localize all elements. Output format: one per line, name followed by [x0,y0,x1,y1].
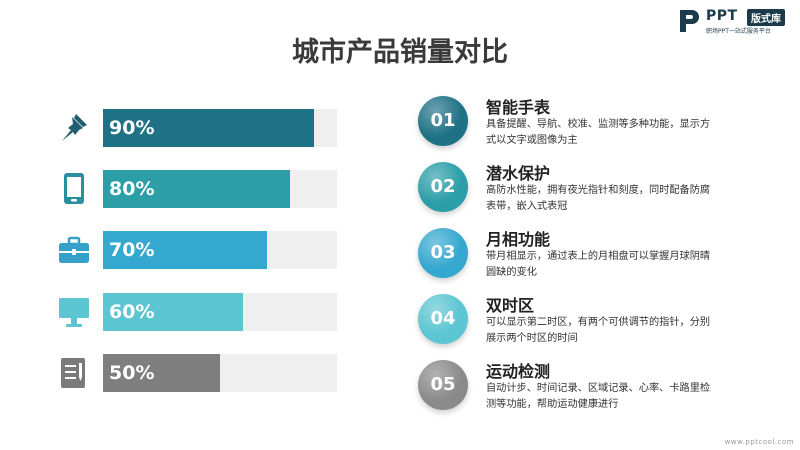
bar-row: 50% [56,354,338,392]
bar-row: 80% [56,170,338,208]
feature-title: 智能手表 [486,98,551,117]
feature-title: 月相功能 [486,230,551,249]
feature-title: 潜水保护 [486,164,551,183]
bar-track: 70% [103,231,337,269]
bar-fill [103,109,314,147]
bar-fill [103,354,220,392]
feature-number-badge: 01 [418,96,468,146]
bar-fill [103,231,267,269]
feature-number-badge: 05 [418,360,468,410]
logo-badge: 版式库 [747,9,785,26]
feature-item: 03 月相功能 带月相显示，通过表上的月相盘可以掌握月球阴晴圆缺的变化 [418,228,788,290]
feature-item: 02 潜水保护 高防水性能，拥有夜光指针和刻度，同时配备防腐表带，嵌入式表冠 [418,162,788,224]
feature-description: 自动计步、时间记录、区域记录、心率、卡路里检测等功能，帮助运动健康进行 [486,383,711,410]
feature-description: 高防水性能，拥有夜光指针和刻度，同时配备防腐表带，嵌入式表冠 [486,185,711,212]
bar-label: 50% [109,362,155,384]
briefcase-icon [59,236,89,263]
brand-logo: PPT 版式库 职场PPT一站式服务平台 [678,8,796,38]
bar-row: 90% [56,109,338,147]
bar-track: 50% [103,354,337,392]
page-title: 城市产品销量对比 [292,37,508,68]
bar-fill [103,293,244,331]
bar-track: 60% [103,293,337,331]
pushpin-icon [62,114,87,141]
logo-mark-icon [680,10,699,32]
logo-tagline: 职场PPT一站式服务平台 [706,28,771,35]
feature-item: 01 智能手表 具备提醒、导航、校准、监测等多种功能，显示方式以文字或图像为主 [418,96,788,158]
logo-brand-text: PPT [706,8,738,24]
bar-track: 80% [103,170,337,208]
feature-number-badge: 04 [418,294,468,344]
document-icon [61,358,85,388]
feature-title: 双时区 [486,296,535,315]
bar-track: 90% [103,109,337,147]
feature-item: 05 运动检测 自动计步、时间记录、区域记录、心率、卡路里检测等功能，帮助运动健… [418,360,788,422]
bar-row: 60% [56,293,338,331]
tablet-icon [64,173,84,204]
feature-number-badge: 02 [418,162,468,212]
bar-fill [103,170,291,208]
feature-item: 04 双时区 可以显示第二时区，有两个可供调节的指针，分别展示两个时区的时间 [418,294,788,356]
monitor-icon [59,298,89,327]
bar-label: 60% [109,301,155,323]
bar-label: 80% [109,178,155,200]
feature-title: 运动检测 [486,362,551,381]
feature-number-badge: 03 [418,228,468,278]
feature-description: 具备提醒、导航、校准、监测等多种功能，显示方式以文字或图像为主 [486,119,711,146]
feature-description: 带月相显示，通过表上的月相盘可以掌握月球阴晴圆缺的变化 [486,251,711,278]
footer-url: www.pptcool.com [724,438,794,446]
bar-row: 70% [56,231,338,269]
bar-label: 90% [109,117,155,139]
bar-label: 70% [109,239,155,261]
feature-description: 可以显示第二时区，有两个可供调节的指针，分别展示两个时区的时间 [486,317,711,344]
